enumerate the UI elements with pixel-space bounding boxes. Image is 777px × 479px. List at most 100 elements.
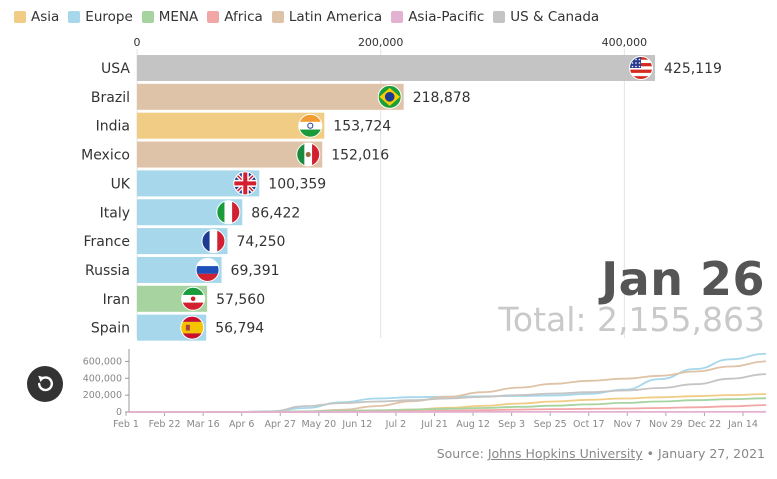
category-label: UK xyxy=(111,176,131,192)
date-label: Jan 26 xyxy=(601,252,765,306)
legend-item[interactable]: Europe xyxy=(68,9,133,25)
source-link[interactable]: Johns Hopkins University xyxy=(487,446,643,461)
bar-chart: 0 200,000 400,000 USA 425,119 Brazil 218,878 In… xyxy=(81,36,722,341)
category-label: Russia xyxy=(85,263,130,279)
x-tick-label: Oct 17 xyxy=(573,419,605,430)
value-label: 153,724 xyxy=(333,119,391,135)
x-tick-label: Feb 22 xyxy=(149,419,181,430)
category-label: Brazil xyxy=(91,90,130,106)
legend-label: Asia-Pacific xyxy=(408,9,485,25)
category-label: Spain xyxy=(91,321,130,337)
value-label: 57,560 xyxy=(216,292,265,308)
bar-row: Mexico 152,016 xyxy=(81,141,389,168)
bar-row: India 153,724 xyxy=(96,112,391,139)
series-line xyxy=(129,373,767,413)
x-tick-label: Jul 2 xyxy=(385,419,407,430)
legend-swatch xyxy=(391,11,404,23)
value-label: 69,391 xyxy=(231,263,280,279)
legend: Asia Europe MENA Africa Latin America Asia-Pa… xyxy=(14,9,608,25)
total-label: Total: 2,155,863 xyxy=(498,300,765,338)
bar-row: UK 100,359 xyxy=(111,170,326,197)
legend-label: Latin America xyxy=(288,9,383,25)
legend-swatch xyxy=(493,11,506,23)
category-label: Mexico xyxy=(81,148,130,164)
value-label: 100,359 xyxy=(268,176,326,192)
source-prefix: Source: xyxy=(436,446,488,461)
x-tick-label: Jun 12 xyxy=(341,419,372,430)
bar xyxy=(137,112,325,139)
x-tick-label: Nov 29 xyxy=(649,419,683,430)
legend-swatch xyxy=(68,11,81,23)
y-tick-label: 400,000 xyxy=(83,373,122,384)
italy-flag-icon xyxy=(216,200,241,225)
legend-swatch xyxy=(207,11,220,23)
source-note: Source: Johns Hopkins University • Janua… xyxy=(437,446,765,461)
uk-flag-icon xyxy=(233,171,258,196)
category-label: India xyxy=(96,119,130,135)
bar-row: Iran 57,560 xyxy=(103,285,265,312)
x-tick-label: 400,000 xyxy=(602,36,648,49)
y-tick-label: 600,000 xyxy=(83,356,122,367)
x-tick-label: Feb 1 xyxy=(113,419,139,430)
brazil-flag-icon xyxy=(377,84,402,109)
bar-row: Brazil 218,878 xyxy=(91,83,471,110)
legend-item[interactable]: Asia xyxy=(14,9,59,25)
x-tick-label: 200,000 xyxy=(358,36,404,49)
legend-item[interactable]: Asia-Pacific xyxy=(391,9,484,25)
legend-swatch xyxy=(14,11,26,23)
x-tick-label: Jul 21 xyxy=(420,419,448,430)
value-label: 86,422 xyxy=(251,205,300,221)
legend-label: Asia xyxy=(31,9,60,25)
x-tick-label: 0 xyxy=(134,36,141,49)
bar xyxy=(137,141,323,168)
category-label: Italy xyxy=(100,205,130,221)
bar-row: Russia 69,391 xyxy=(85,256,280,283)
legend-label: US & Canada xyxy=(510,9,600,25)
series-line xyxy=(129,352,767,413)
value-label: 218,878 xyxy=(413,90,471,106)
category-label: USA xyxy=(101,61,130,77)
bar-row: Italy 86,422 xyxy=(100,199,300,226)
category-label: Iran xyxy=(103,292,130,308)
y-tick-label: 0 xyxy=(116,407,122,418)
category-label: France xyxy=(83,234,130,250)
value-label: 425,119 xyxy=(664,61,722,77)
bar-row: Spain 56,794 xyxy=(91,314,264,341)
france-flag-icon xyxy=(201,229,226,254)
x-tick-label: Aug 12 xyxy=(456,419,490,430)
india-flag-icon xyxy=(298,113,323,138)
bar-row: France 74,250 xyxy=(83,228,285,255)
replay-icon xyxy=(38,375,53,392)
value-label: 152,016 xyxy=(331,148,389,164)
russia-flag-icon xyxy=(195,257,220,282)
value-label: 56,794 xyxy=(215,321,264,337)
spain-flag-icon xyxy=(180,315,205,340)
x-tick-label: Dec 22 xyxy=(688,419,722,430)
x-tick-label: Mar 16 xyxy=(187,419,220,430)
legend-item[interactable]: Africa xyxy=(207,9,263,25)
source-suffix: • January 27, 2021 xyxy=(642,446,765,461)
legend-label: Europe xyxy=(85,9,133,25)
value-label: 74,250 xyxy=(236,234,285,250)
x-tick-label: Sep 3 xyxy=(498,419,525,430)
bar-row: USA 425,119 xyxy=(101,55,722,81)
legend-label: MENA xyxy=(158,9,199,25)
bar xyxy=(137,55,655,81)
legend-item[interactable]: MENA xyxy=(141,9,199,25)
legend-item[interactable]: US & Canada xyxy=(493,9,599,25)
mexico-flag-icon xyxy=(296,142,321,167)
x-tick-label: Apr 6 xyxy=(229,419,255,430)
x-tick-label: Jan 14 xyxy=(727,419,758,430)
y-tick-label: 200,000 xyxy=(83,390,122,401)
x-tick-label: Nov 7 xyxy=(614,419,642,430)
x-tick-label: Sep 25 xyxy=(534,419,567,430)
legend-swatch xyxy=(141,11,154,23)
legend-item[interactable]: Latin America xyxy=(271,9,383,25)
replay-button[interactable] xyxy=(27,366,63,402)
iran-flag-icon xyxy=(181,286,206,311)
legend-swatch xyxy=(271,11,284,23)
bar xyxy=(137,83,404,110)
usa-flag-icon xyxy=(629,56,653,80)
x-tick-label: May 20 xyxy=(301,419,336,430)
